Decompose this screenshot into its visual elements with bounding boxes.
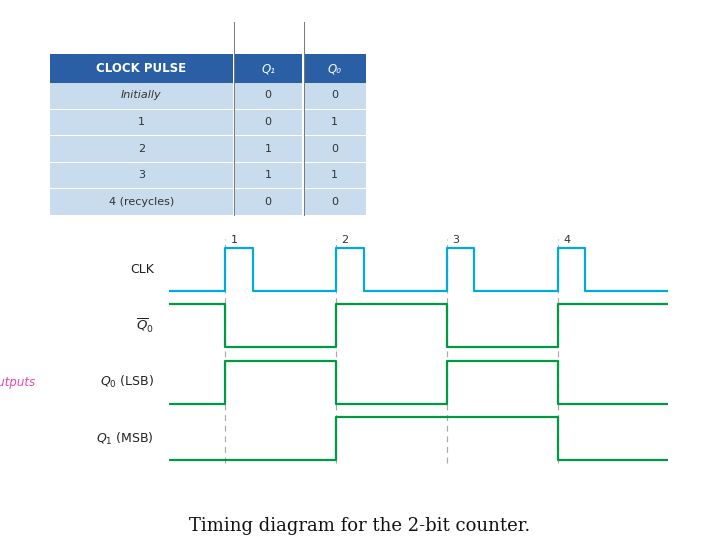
Text: 4: 4 bbox=[563, 234, 570, 245]
Text: 2: 2 bbox=[341, 234, 348, 245]
Text: 1: 1 bbox=[265, 144, 271, 153]
FancyBboxPatch shape bbox=[304, 136, 366, 162]
FancyBboxPatch shape bbox=[50, 110, 233, 136]
Text: $\overline{Q}_0$: $\overline{Q}_0$ bbox=[136, 316, 154, 335]
Text: 1: 1 bbox=[138, 117, 145, 127]
Text: 0: 0 bbox=[331, 197, 338, 207]
FancyBboxPatch shape bbox=[234, 163, 302, 188]
Text: 1: 1 bbox=[230, 234, 238, 245]
FancyBboxPatch shape bbox=[234, 54, 302, 83]
Text: $Q_1$ (MSB): $Q_1$ (MSB) bbox=[96, 431, 154, 447]
Text: 0: 0 bbox=[265, 91, 271, 100]
Text: 1: 1 bbox=[265, 170, 271, 180]
Text: Initially: Initially bbox=[121, 91, 162, 100]
Text: 0: 0 bbox=[331, 144, 338, 153]
Text: 2: 2 bbox=[138, 144, 145, 153]
FancyBboxPatch shape bbox=[304, 54, 366, 83]
FancyBboxPatch shape bbox=[234, 136, 302, 162]
Text: Outputs: Outputs bbox=[0, 376, 35, 389]
FancyBboxPatch shape bbox=[50, 163, 233, 188]
FancyBboxPatch shape bbox=[234, 190, 302, 215]
Text: 3: 3 bbox=[452, 234, 459, 245]
Text: 3: 3 bbox=[138, 170, 145, 180]
FancyBboxPatch shape bbox=[304, 83, 366, 109]
FancyBboxPatch shape bbox=[234, 110, 302, 136]
Text: Q₀: Q₀ bbox=[328, 62, 342, 75]
FancyBboxPatch shape bbox=[304, 163, 366, 188]
FancyBboxPatch shape bbox=[50, 54, 233, 83]
Text: Timing diagram for the 2-bit counter.: Timing diagram for the 2-bit counter. bbox=[189, 517, 531, 535]
FancyBboxPatch shape bbox=[304, 110, 366, 136]
Text: CLK: CLK bbox=[130, 263, 154, 276]
Text: 0: 0 bbox=[265, 117, 271, 127]
Text: 1: 1 bbox=[331, 170, 338, 180]
Text: 0: 0 bbox=[331, 91, 338, 100]
Text: 1: 1 bbox=[331, 117, 338, 127]
Text: 4 (recycles): 4 (recycles) bbox=[109, 197, 174, 207]
FancyBboxPatch shape bbox=[50, 136, 233, 162]
FancyBboxPatch shape bbox=[304, 190, 366, 215]
Text: 0: 0 bbox=[265, 197, 271, 207]
Text: Q₁: Q₁ bbox=[261, 62, 275, 75]
Text: CLOCK PULSE: CLOCK PULSE bbox=[96, 62, 186, 75]
FancyBboxPatch shape bbox=[50, 83, 233, 109]
FancyBboxPatch shape bbox=[234, 83, 302, 109]
FancyBboxPatch shape bbox=[50, 190, 233, 215]
Text: $Q_0$ (LSB): $Q_0$ (LSB) bbox=[100, 374, 154, 390]
